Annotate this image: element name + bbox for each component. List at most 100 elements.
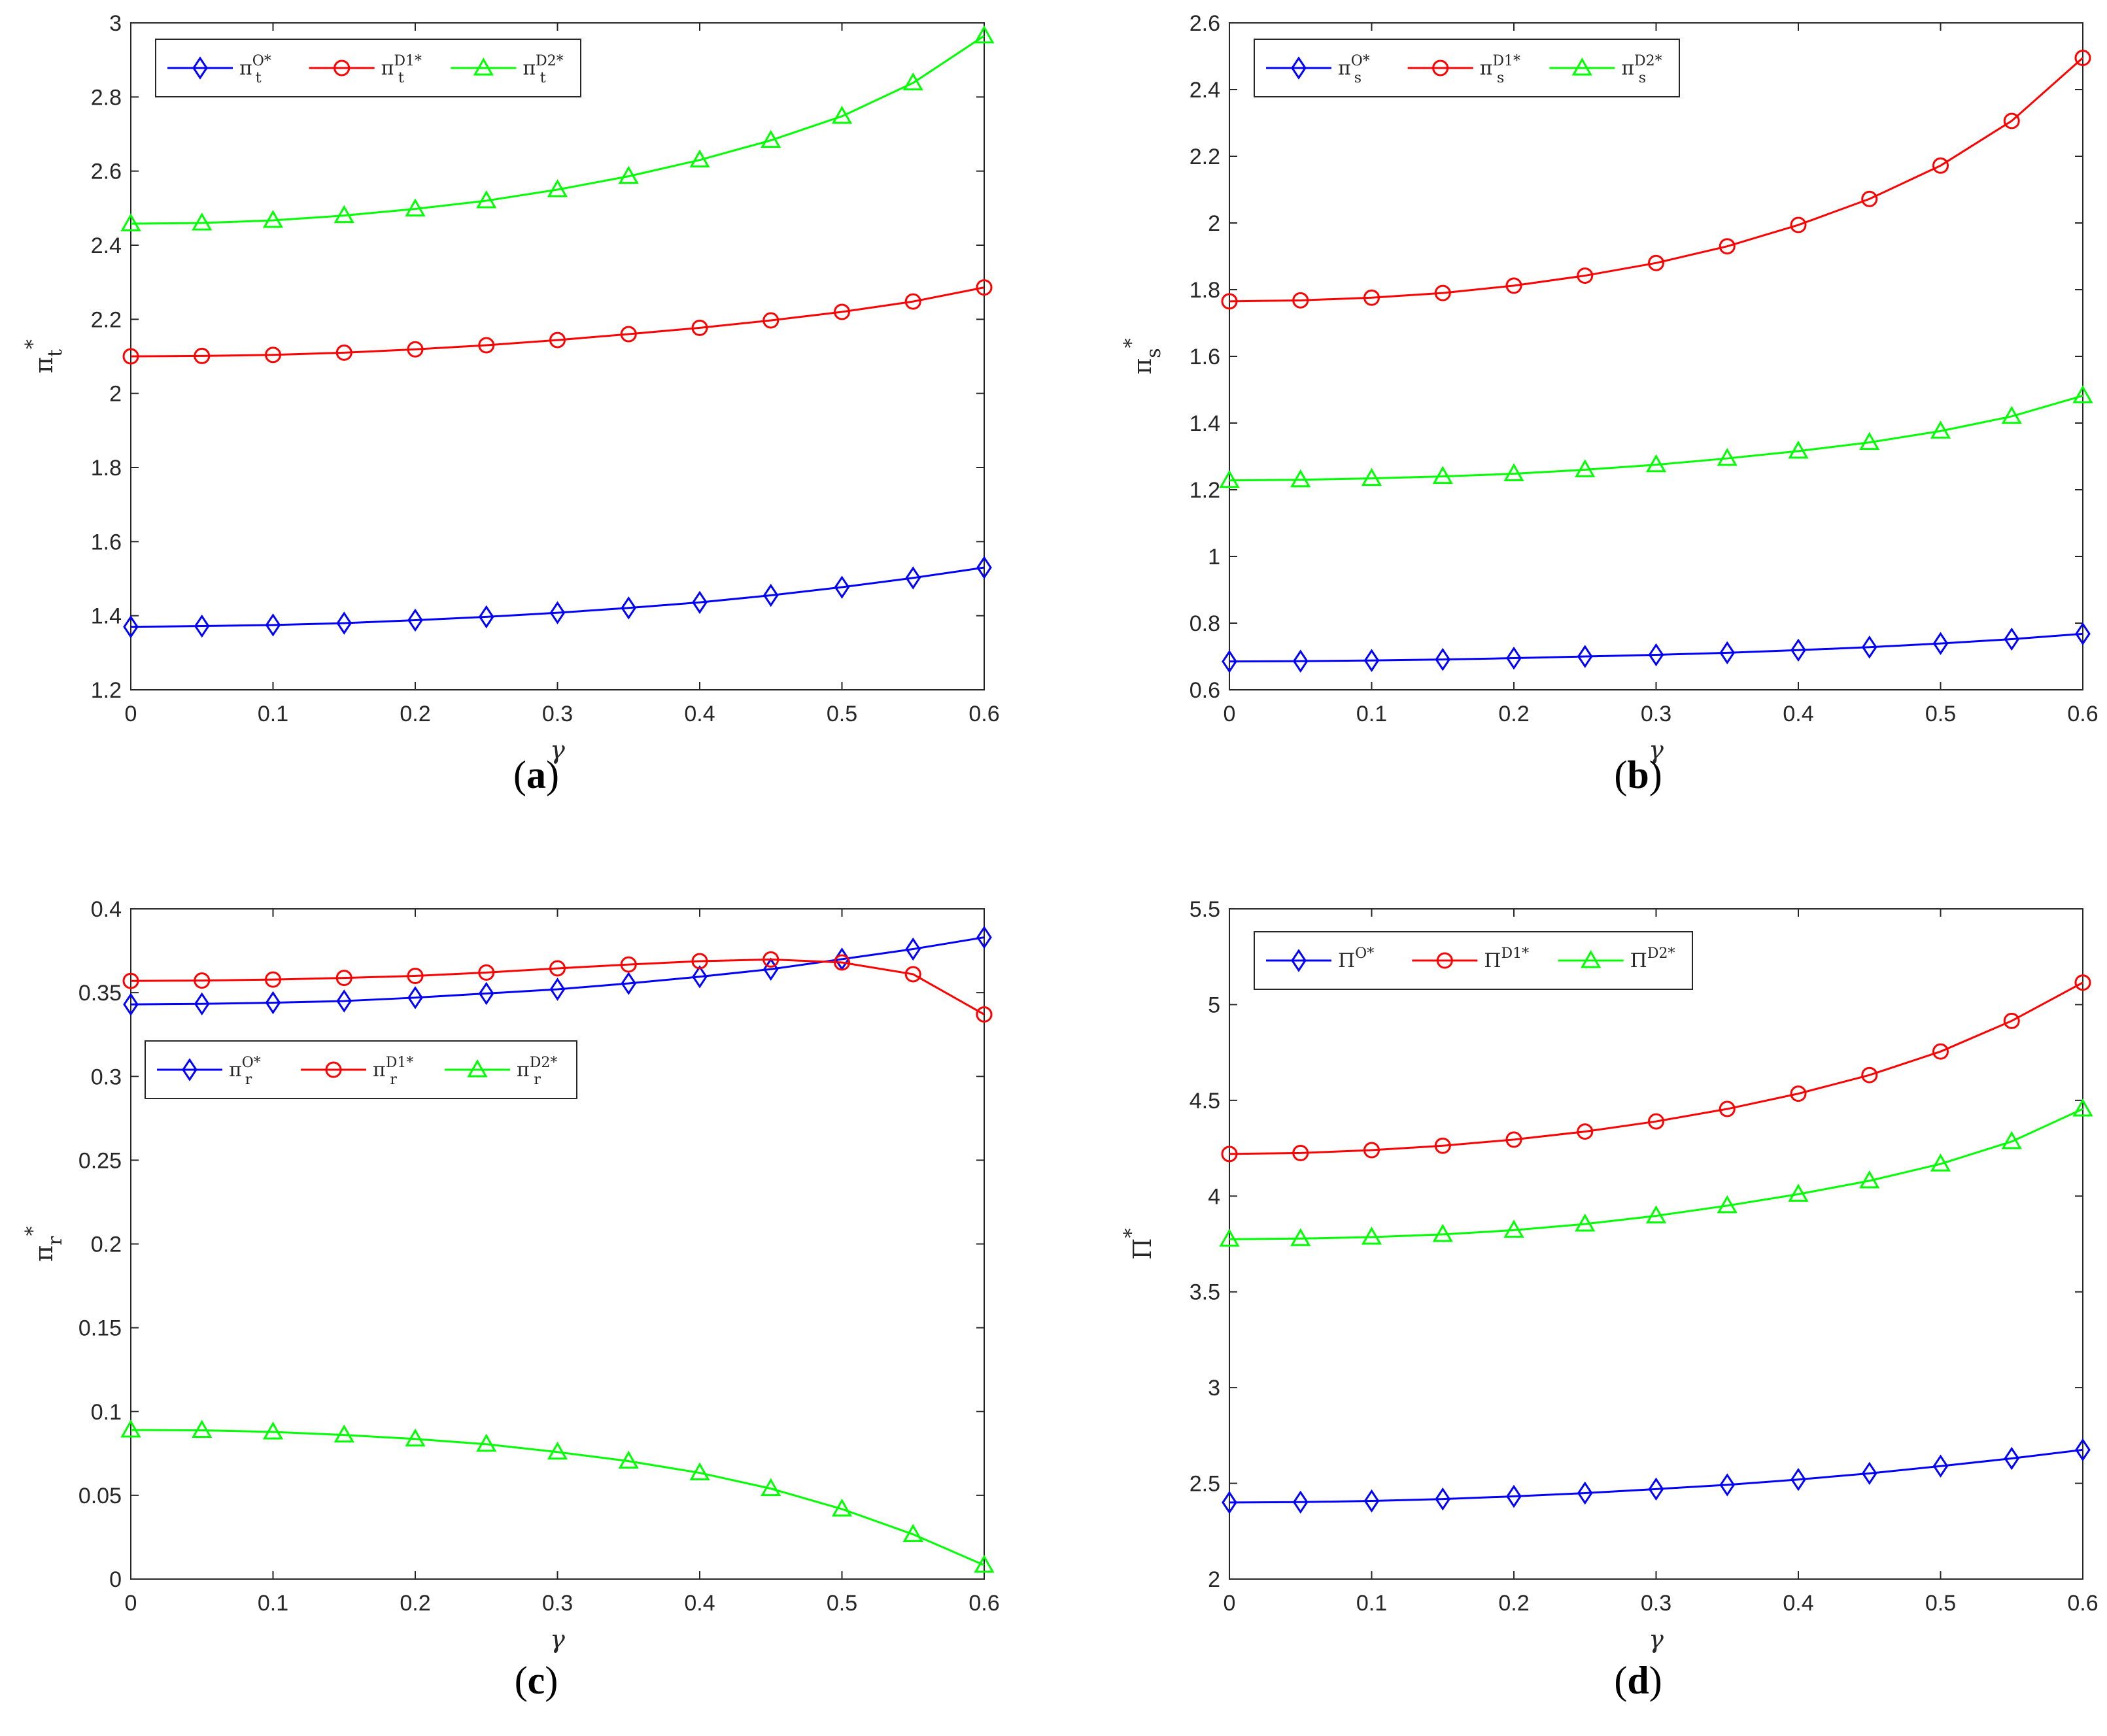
x-tick-label: 0.3 — [1641, 1591, 1671, 1616]
data-point-O — [1861, 1461, 1877, 1486]
legend-label-O: ΠO* — [1338, 945, 1374, 972]
x-tick-label: 0.4 — [1783, 1591, 1813, 1616]
plot-area — [130, 908, 985, 1580]
legend-label-sub: r — [245, 1072, 252, 1088]
y-axis-label-sup: * — [22, 339, 44, 349]
x-tick-label: 0.3 — [542, 702, 573, 726]
data-point-D2 — [1575, 459, 1596, 477]
data-point-D1 — [1932, 157, 1949, 174]
data-point-D1 — [976, 279, 993, 296]
data-point-O — [905, 937, 921, 961]
legend-label-O: πO* r — [229, 1055, 261, 1088]
data-point-D2 — [831, 105, 853, 124]
data-point-D2 — [1575, 1213, 1596, 1232]
y-axis-label-sup: * — [1120, 1228, 1143, 1238]
caption-paren: ( — [1614, 753, 1627, 796]
data-point-D1 — [691, 953, 708, 970]
x-tick-label: 0.4 — [1783, 702, 1813, 726]
data-point-D1 — [478, 337, 495, 354]
data-point-O — [194, 614, 210, 638]
data-point-D1 — [834, 954, 850, 971]
x-tick-label: 0.4 — [684, 1591, 715, 1616]
legend-marker-D2 — [1571, 57, 1592, 76]
legend-marker-O — [192, 56, 208, 80]
x-tick-label: 0.5 — [1925, 1591, 1956, 1616]
y-axis-label-sup: * — [1120, 338, 1143, 348]
data-point-D1 — [1221, 1146, 1238, 1163]
series-D1 — [1221, 974, 2091, 1163]
y-axis-label-base: π — [1128, 358, 1157, 375]
data-point-O — [2004, 1446, 2020, 1471]
data-point-O — [549, 978, 566, 1001]
caption-paren: ) — [545, 1659, 558, 1702]
data-point-D2 — [1930, 420, 1951, 439]
data-point-O — [478, 605, 494, 629]
y-tick-label: 0.4 — [91, 897, 122, 922]
y-axis-label: πs* — [1120, 338, 1165, 374]
legend-label-D1-base: π — [381, 57, 394, 80]
panel-caption: (b) — [1614, 753, 1662, 796]
data-point-D1 — [834, 303, 850, 320]
data-point-D2 — [2072, 1098, 2093, 1117]
data-point-D2 — [1859, 1170, 1880, 1189]
data-point-D2 — [192, 212, 213, 231]
x-tick-label: 0.6 — [968, 702, 999, 726]
data-point-O — [1363, 649, 1380, 672]
legend-label-O-base: π — [1338, 57, 1351, 80]
x-tick-label: 0.6 — [2067, 702, 2098, 726]
series-line-O — [130, 566, 985, 628]
data-point-O — [1932, 1454, 1949, 1478]
y-tick-label: 2.2 — [1190, 145, 1220, 169]
caption-paren: ) — [1649, 753, 1662, 796]
data-point-O — [1861, 636, 1877, 659]
x-tick-label: 0.3 — [1641, 702, 1671, 726]
y-tick-label: 1.2 — [1190, 478, 1220, 503]
x-tick-label: 0.1 — [1356, 1591, 1387, 1616]
data-point-D2 — [547, 1441, 568, 1460]
y-tick-label: 1.6 — [91, 530, 122, 554]
panel-caption: (a) — [513, 753, 559, 796]
data-point-D2 — [192, 1420, 213, 1438]
legend-marker-D1 — [1436, 952, 1453, 969]
y-tick-label: 2.4 — [1190, 78, 1220, 103]
data-point-D2 — [476, 1433, 497, 1452]
data-point-O — [123, 993, 139, 1016]
legend-label-D1-base: Π — [1484, 949, 1501, 972]
legend-label-D2: πD2* t — [522, 53, 563, 86]
data-point-D1 — [194, 972, 211, 989]
legend: πO* t πD1* t πD2* t — [155, 39, 581, 97]
data-point-D2 — [2072, 385, 2093, 403]
x-tick-label: 0.3 — [542, 1591, 573, 1616]
legend-label-sup: O* — [1355, 945, 1374, 962]
legend-marker-D1 — [325, 1061, 342, 1078]
legend-label-sup: O* — [242, 1055, 261, 1071]
caption-letter: d — [1627, 1659, 1649, 1702]
y-axis-label-sub: s — [1142, 348, 1165, 358]
data-point-O — [194, 992, 210, 1015]
legend-marker-O — [1291, 949, 1307, 972]
x-tick-label: 0 — [1224, 702, 1236, 726]
caption-paren: ( — [1614, 1659, 1627, 1702]
y-tick-label: 1.2 — [91, 678, 122, 703]
legend-label-sup: D2* — [1634, 53, 1662, 69]
y-axis-label-sub: t — [44, 349, 67, 357]
data-point-D1 — [1790, 1085, 1807, 1102]
legend-label-D2-base: π — [522, 57, 536, 80]
data-point-O — [834, 575, 850, 599]
data-point-D2 — [761, 129, 781, 148]
caption-paren: ) — [1649, 1659, 1662, 1702]
data-point-D1 — [335, 970, 352, 987]
y-axis-label-base: Π — [1128, 1238, 1157, 1259]
y-tick-label: 1.6 — [1190, 345, 1220, 369]
data-point-D1 — [2003, 112, 2020, 129]
legend-label-D2-base: Π — [1630, 949, 1647, 972]
x-tick-label: 0.1 — [1356, 702, 1387, 726]
legend-label-sub: t — [256, 70, 262, 86]
y-tick-label: 1.8 — [1190, 278, 1220, 303]
y-tick-label: 0.05 — [78, 1484, 122, 1508]
data-point-O — [762, 583, 779, 607]
legend-label-O: πO* s — [1338, 53, 1370, 86]
data-point-D1 — [1505, 277, 1522, 294]
data-point-O — [1222, 649, 1237, 673]
data-point-O — [1790, 1468, 1806, 1491]
